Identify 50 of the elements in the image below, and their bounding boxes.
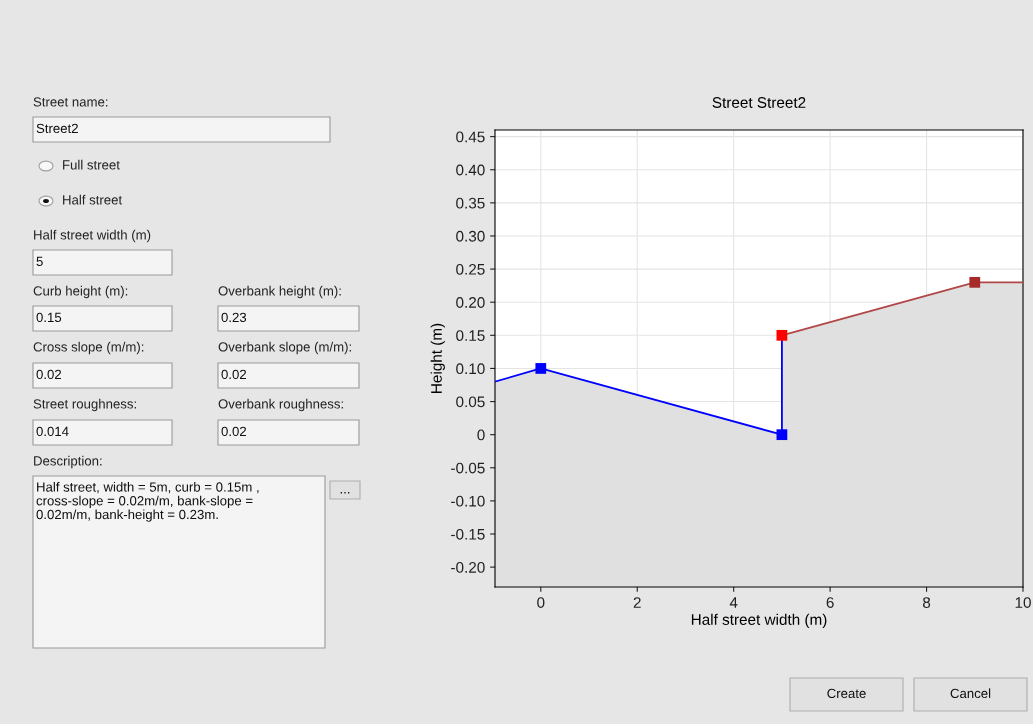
x-tick-label: 0	[537, 597, 545, 608]
text: Overbank slope (m/m):	[218, 341, 351, 355]
text: 0.02	[36, 369, 62, 380]
chart-title: Street Street2	[712, 97, 806, 108]
y-tick-label: 0.45	[456, 131, 485, 143]
y-axis-title: Height (m)	[430, 323, 445, 393]
text: Half street, width = 5m, curb = 0.15m , cross-slope = 0.02m/m, bank-slope = 0.02m/m, bank-height = 0.23m.	[36, 482, 259, 522]
point	[776, 329, 788, 341]
y-tick-label: 0.10	[456, 363, 485, 375]
text: 5	[36, 256, 43, 267]
text: Overbank roughness:	[218, 398, 343, 412]
x-tick-label: 6	[826, 597, 834, 608]
x-axis-title: Half street width (m)	[691, 613, 827, 628]
y-tick-label: -0.05	[451, 462, 485, 474]
text: Street roughness:	[33, 398, 136, 412]
y-tick-label: -0.10	[451, 495, 485, 507]
y-tick-label: 0.05	[456, 396, 485, 408]
y-tick-label: 0.30	[456, 230, 485, 242]
y-tick-label: 0.15	[456, 330, 485, 342]
text: Curb height (m):	[33, 285, 128, 299]
point	[776, 429, 788, 441]
y-tick-label: 0.35	[456, 197, 485, 209]
text: 0.02	[221, 369, 247, 380]
text: ...	[340, 492, 350, 494]
y-tick-label: 0.20	[456, 297, 485, 308]
x-tick-label: 4	[729, 597, 738, 608]
text: 0.23	[221, 312, 247, 323]
point	[969, 276, 981, 288]
text: Half street width (m)	[34, 229, 151, 243]
x-tick-label: 2	[633, 597, 641, 608]
x-tick-label: 8	[922, 597, 931, 608]
y-tick-label: 0	[477, 429, 485, 441]
text: Street name:	[33, 97, 108, 107]
text: Street2	[36, 123, 78, 134]
point	[535, 363, 547, 374]
text: Description:	[34, 455, 102, 469]
y-tick-label: 0.25	[456, 263, 485, 275]
text: Cross slope (m/m):	[33, 341, 144, 355]
y-tick-label: 0.40	[456, 164, 485, 176]
y-tick-label: -0.20	[451, 562, 485, 573]
text: Full street	[63, 159, 120, 170]
text: Overbank height (m):	[218, 285, 341, 299]
text: 0.15	[36, 312, 62, 323]
text: Cancel	[950, 688, 991, 699]
text: Half street	[63, 194, 123, 205]
text: 0.014	[36, 426, 69, 437]
text: 0.02	[221, 426, 247, 437]
x-tick-label: 10	[1015, 597, 1031, 608]
y-tick-label: -0.15	[451, 528, 485, 540]
text: Create	[827, 688, 866, 699]
